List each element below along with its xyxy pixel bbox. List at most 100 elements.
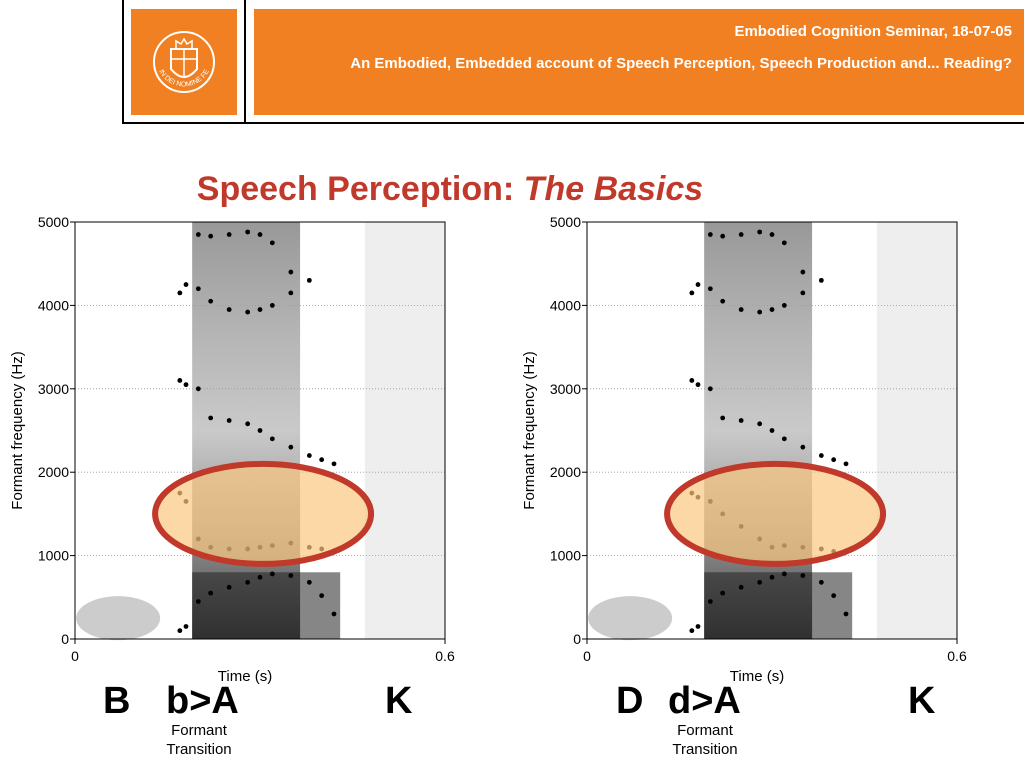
formant-point <box>208 590 214 596</box>
caption-left: Formant Transition <box>154 721 244 759</box>
formant-point <box>720 415 726 421</box>
formant-point <box>257 428 263 433</box>
formant-point <box>769 428 775 433</box>
formant-point <box>288 444 294 450</box>
formant-point <box>208 298 214 304</box>
formant-point <box>781 436 787 442</box>
header-frame <box>122 0 1024 124</box>
y-tick-label: 2000 <box>550 464 581 480</box>
formant-point <box>689 290 695 296</box>
formant-point <box>707 232 713 237</box>
formant-point <box>177 628 183 634</box>
formant-point <box>695 624 701 629</box>
y-tick-label: 5000 <box>550 214 581 230</box>
y-tick-label: 0 <box>61 631 69 647</box>
formant-point <box>257 307 263 312</box>
formant-point <box>695 382 701 388</box>
formant-point <box>720 298 726 304</box>
formant-point <box>781 571 787 577</box>
caption-right: Formant Transition <box>660 721 750 759</box>
formant-point <box>757 229 763 235</box>
y-tick-label: 5000 <box>38 214 69 230</box>
university-crest-icon: IN DEI NOMINE FELICITER <box>128 4 215 93</box>
formant-point <box>183 624 189 629</box>
formant-point <box>781 303 787 308</box>
formant-point <box>269 240 275 246</box>
y-tick-label: 4000 <box>550 297 581 313</box>
formant-point <box>269 303 275 308</box>
formant-point <box>331 611 337 617</box>
formant-point <box>800 290 806 296</box>
formant-point <box>707 386 713 392</box>
spectrogram-left: 0 1000 2000 3000 4000 5000 0 0.6 Time (s) Formant… <box>9 214 455 685</box>
formant-point <box>843 611 849 617</box>
formant-point <box>177 290 183 296</box>
formant-point <box>781 240 787 246</box>
formant-point <box>245 229 251 235</box>
end-label-right: K <box>908 680 936 722</box>
formant-point <box>177 378 183 383</box>
formant-point <box>757 579 763 585</box>
slide-title-main: Speech Perception: <box>196 170 524 208</box>
consonant-label-right: D <box>616 680 644 722</box>
formant-point <box>689 628 695 634</box>
burst-noise-band <box>364 222 445 639</box>
y-tick-label: 3000 <box>550 381 581 397</box>
header-divider <box>244 0 246 124</box>
y-tick-label: 4000 <box>38 297 69 313</box>
formant-point <box>843 461 849 467</box>
formant-point <box>738 418 744 423</box>
formant-point <box>306 453 312 458</box>
formant-point <box>689 378 695 383</box>
formant-point <box>769 307 775 312</box>
y-axis-label: Formant frequency (Hz) <box>521 351 538 509</box>
y-tick-label: 0 <box>573 631 581 647</box>
voicing-bar <box>588 596 673 641</box>
spectrogram-right: 0 1000 2000 3000 4000 5000 0 0.6 Time (s) Formant… <box>521 214 967 685</box>
formant-point <box>738 307 744 312</box>
y-tick-label: 3000 <box>38 381 69 397</box>
header-banner: Embodied Cognition Seminar, 18-07-05 An … <box>254 9 1024 115</box>
formant-point <box>245 421 251 427</box>
formant-point <box>183 382 189 388</box>
formant-point <box>757 309 763 315</box>
formant-point <box>800 573 806 579</box>
formant-point <box>818 277 824 283</box>
formant-point <box>757 421 763 427</box>
low-energy-band <box>192 572 341 639</box>
formant-point <box>195 286 201 292</box>
vowel-energy-band <box>192 222 301 639</box>
formant-point <box>319 593 325 599</box>
formant-point <box>195 599 201 604</box>
transition-label-right: d>A <box>668 680 741 722</box>
formant-point <box>226 232 232 237</box>
formant-point <box>707 286 713 292</box>
x-tick-label: 0.6 <box>435 648 455 664</box>
x-tick-label: 0 <box>583 648 591 664</box>
formant-point <box>800 444 806 450</box>
formant-point <box>195 386 201 392</box>
y-axis-label: Formant frequency (Hz) <box>9 351 26 509</box>
x-axis-label: Time (s) <box>218 668 272 685</box>
formant-point <box>695 282 701 287</box>
y-tick-label: 1000 <box>550 548 581 564</box>
formant-point <box>707 599 713 604</box>
y-tick-label: 2000 <box>38 464 69 480</box>
formant-point <box>288 573 294 579</box>
formant-point <box>195 232 201 237</box>
plot-frame <box>74 221 446 640</box>
formant-point <box>183 282 189 287</box>
formant-transition-highlight <box>664 460 887 567</box>
slide-title-italic: The Basics <box>523 170 704 208</box>
formant-point <box>306 277 312 283</box>
caption-right-line2: Transition <box>672 741 738 758</box>
consonant-label-left: B <box>103 680 131 722</box>
y-tick-label: 1000 <box>38 548 69 564</box>
formant-point <box>818 579 824 585</box>
formant-point <box>208 233 214 239</box>
formant-point <box>208 415 214 421</box>
formant-point <box>831 593 837 599</box>
formant-point <box>245 579 251 585</box>
formant-point <box>738 584 744 590</box>
logo-box: IN DEI NOMINE FELICITER <box>128 4 237 115</box>
